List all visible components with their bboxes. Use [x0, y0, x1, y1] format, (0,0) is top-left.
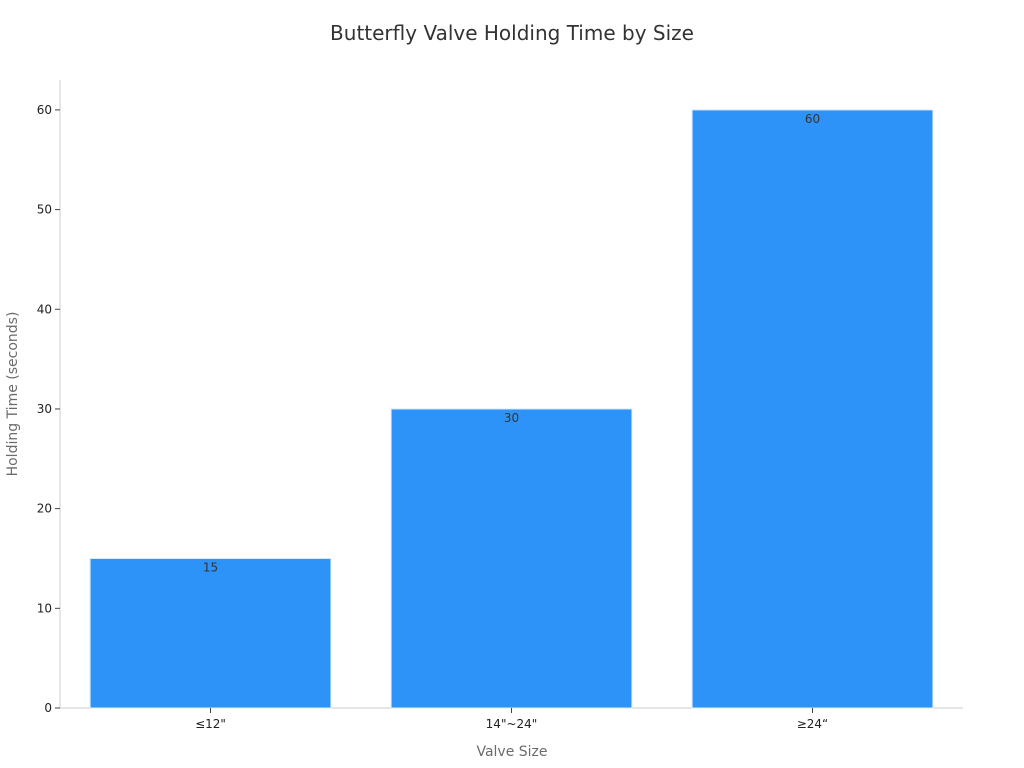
- bar-2: [691, 109, 934, 709]
- chart-title: Butterfly Valve Holding Time by Size: [330, 21, 694, 45]
- y-tick-label: 20: [37, 502, 52, 516]
- x-tick-label: ≥24“: [797, 717, 829, 731]
- y-axis-title: Holding Time (seconds): [5, 312, 21, 477]
- x-axis-title: Valve Size: [476, 744, 547, 760]
- y-tick-label: 50: [37, 203, 52, 217]
- y-tick-label: 60: [37, 103, 52, 117]
- data-label: 15: [203, 560, 218, 574]
- data-label: 30: [504, 411, 519, 425]
- x-tick-label: 14"~24": [486, 717, 538, 731]
- plot-area: 0 10 20 30 40 50 60 15 ≤12" 30 14"~24" 60 ≥24“: [37, 80, 963, 731]
- bar-0: [89, 557, 332, 709]
- data-label: 60: [805, 112, 820, 126]
- y-tick-label: 40: [37, 302, 52, 316]
- bar-1: [390, 408, 633, 709]
- x-tick-label: ≤12": [195, 717, 226, 731]
- y-tick-label: 10: [37, 601, 52, 615]
- y-tick-label: 0: [44, 701, 52, 715]
- y-tick-label: 30: [37, 402, 52, 416]
